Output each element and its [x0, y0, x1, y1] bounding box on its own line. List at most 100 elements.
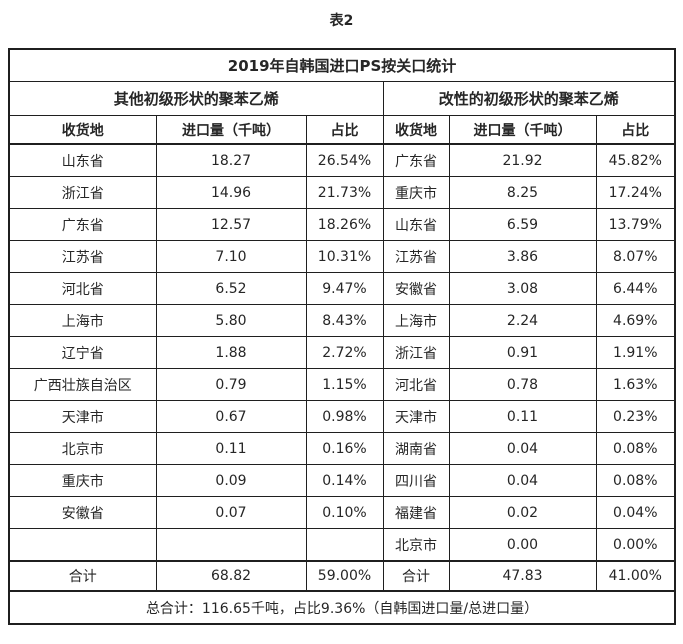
right-region-cell: 浙江省 — [382, 336, 450, 369]
left-import-volume-cell: 18.27 — [155, 143, 307, 177]
grand-total-text: 总合计：116.65千吨，占比9.36%（自韩国进口量/总进口量） — [8, 590, 676, 625]
left-region-cell: 上海市 — [8, 304, 157, 337]
left-import-volume-cell: 6.52 — [155, 272, 307, 305]
left-share-cell — [305, 528, 384, 562]
right-region-cell: 河北省 — [382, 368, 450, 401]
right-share-cell: 0.04% — [595, 496, 676, 529]
table-row: 天津市 0.67 0.98% 天津市 0.11 0.23% — [8, 400, 676, 433]
right-region-cell: 安徽省 — [382, 272, 450, 305]
left-share-cell: 1.15% — [305, 368, 384, 401]
right-import-volume-cell: 0.04 — [448, 432, 597, 465]
right-import-volume-cell: 3.08 — [448, 272, 597, 305]
col-header-left-share: 占比 — [305, 115, 384, 145]
left-region-cell: 河北省 — [8, 272, 157, 305]
table-title-row: 2019年自韩国进口PS按关口统计 — [8, 48, 676, 82]
right-share-cell: 17.24% — [595, 176, 676, 209]
right-share-cell: 4.69% — [595, 304, 676, 337]
table-row: 上海市 5.80 8.43% 上海市 2.24 4.69% — [8, 304, 676, 337]
left-region-cell: 安徽省 — [8, 496, 157, 529]
section-title-other-ps: 其他初级形状的聚苯乙烯 — [8, 81, 384, 116]
left-total-import-volume: 68.82 — [155, 560, 307, 592]
right-region-cell: 广东省 — [382, 143, 450, 177]
right-import-volume-cell: 0.02 — [448, 496, 597, 529]
table-row: 广西壮族自治区 0.79 1.15% 河北省 0.78 1.63% — [8, 368, 676, 401]
total-row: 合计 68.82 59.00% 合计 47.83 41.00% — [8, 560, 676, 592]
table-row: 江苏省 7.10 10.31% 江苏省 3.86 8.07% — [8, 240, 676, 273]
right-region-cell: 江苏省 — [382, 240, 450, 273]
col-header-right-import-volume: 进口量（千吨） — [448, 115, 597, 145]
table-caption: 表2 — [329, 13, 354, 29]
table-title: 2019年自韩国进口PS按关口统计 — [8, 48, 676, 82]
left-total-share: 59.00% — [305, 560, 384, 592]
left-import-volume-cell: 0.09 — [155, 464, 307, 497]
stats-table: 2019年自韩国进口PS按关口统计 其他初级形状的聚苯乙烯 改性的初级形状的聚苯… — [8, 48, 677, 625]
right-share-cell: 8.07% — [595, 240, 676, 273]
left-share-cell: 8.43% — [305, 304, 384, 337]
right-share-cell: 0.08% — [595, 464, 676, 497]
left-share-cell: 21.73% — [305, 176, 384, 209]
left-import-volume-cell: 7.10 — [155, 240, 307, 273]
right-import-volume-cell: 2.24 — [448, 304, 597, 337]
right-share-cell: 45.82% — [595, 143, 676, 177]
left-region-cell: 山东省 — [8, 143, 157, 177]
right-import-volume-cell: 3.86 — [448, 240, 597, 273]
right-region-cell: 四川省 — [382, 464, 450, 497]
table-row: 重庆市 0.09 0.14% 四川省 0.04 0.08% — [8, 464, 676, 497]
right-import-volume-cell: 0.04 — [448, 464, 597, 497]
right-total-share: 41.00% — [595, 560, 676, 592]
left-share-cell: 0.16% — [305, 432, 384, 465]
left-share-cell: 2.72% — [305, 336, 384, 369]
left-share-cell: 9.47% — [305, 272, 384, 305]
left-region-cell: 广西壮族自治区 — [8, 368, 157, 401]
left-region-cell — [8, 528, 157, 562]
right-share-cell: 1.63% — [595, 368, 676, 401]
table-row: 河北省 6.52 9.47% 安徽省 3.08 6.44% — [8, 272, 676, 305]
left-import-volume-cell: 12.57 — [155, 208, 307, 241]
right-share-cell: 6.44% — [595, 272, 676, 305]
grand-total-row: 总合计：116.65千吨，占比9.36%（自韩国进口量/总进口量） — [8, 590, 676, 625]
column-header-row: 收货地 进口量（千吨） 占比 收货地 进口量（千吨） 占比 — [8, 115, 676, 145]
table-row: 广东省 12.57 18.26% 山东省 6.59 13.79% — [8, 208, 676, 241]
right-region-cell: 天津市 — [382, 400, 450, 433]
left-import-volume-cell: 0.67 — [155, 400, 307, 433]
right-share-cell: 1.91% — [595, 336, 676, 369]
right-total-label: 合计 — [382, 560, 450, 592]
right-share-cell: 0.23% — [595, 400, 676, 433]
left-total-label: 合计 — [8, 560, 157, 592]
right-share-cell: 13.79% — [595, 208, 676, 241]
left-import-volume-cell: 14.96 — [155, 176, 307, 209]
col-header-right-region: 收货地 — [382, 115, 450, 145]
right-region-cell: 重庆市 — [382, 176, 450, 209]
left-import-volume-cell: 1.88 — [155, 336, 307, 369]
left-region-cell: 江苏省 — [8, 240, 157, 273]
right-import-volume-cell: 0.11 — [448, 400, 597, 433]
right-share-cell: 0.00% — [595, 528, 676, 562]
right-import-volume-cell: 21.92 — [448, 143, 597, 177]
right-import-volume-cell: 6.59 — [448, 208, 597, 241]
left-share-cell: 0.14% — [305, 464, 384, 497]
table-body: 山东省 18.27 26.54% 广东省 21.92 45.82% 浙江省 14.96 21.7… — [8, 143, 676, 562]
col-header-right-share: 占比 — [595, 115, 676, 145]
col-header-left-region: 收货地 — [8, 115, 157, 145]
left-import-volume-cell — [155, 528, 307, 562]
left-share-cell: 18.26% — [305, 208, 384, 241]
left-share-cell: 0.10% — [305, 496, 384, 529]
left-share-cell: 10.31% — [305, 240, 384, 273]
section-header-row: 其他初级形状的聚苯乙烯 改性的初级形状的聚苯乙烯 — [8, 81, 676, 116]
section-title-modified-ps: 改性的初级形状的聚苯乙烯 — [382, 81, 676, 116]
left-region-cell: 北京市 — [8, 432, 157, 465]
right-import-volume-cell: 0.91 — [448, 336, 597, 369]
right-total-import-volume: 47.83 — [448, 560, 597, 592]
right-region-cell: 山东省 — [382, 208, 450, 241]
table-row: 北京市 0.11 0.16% 湖南省 0.04 0.08% — [8, 432, 676, 465]
right-region-cell: 北京市 — [382, 528, 450, 562]
left-region-cell: 广东省 — [8, 208, 157, 241]
right-import-volume-cell: 8.25 — [448, 176, 597, 209]
right-import-volume-cell: 0.00 — [448, 528, 597, 562]
table-row: 辽宁省 1.88 2.72% 浙江省 0.91 1.91% — [8, 336, 676, 369]
col-header-left-import-volume: 进口量（千吨） — [155, 115, 307, 145]
right-region-cell: 福建省 — [382, 496, 450, 529]
right-region-cell: 湖南省 — [382, 432, 450, 465]
right-share-cell: 0.08% — [595, 432, 676, 465]
table-row: 浙江省 14.96 21.73% 重庆市 8.25 17.24% — [8, 176, 676, 209]
